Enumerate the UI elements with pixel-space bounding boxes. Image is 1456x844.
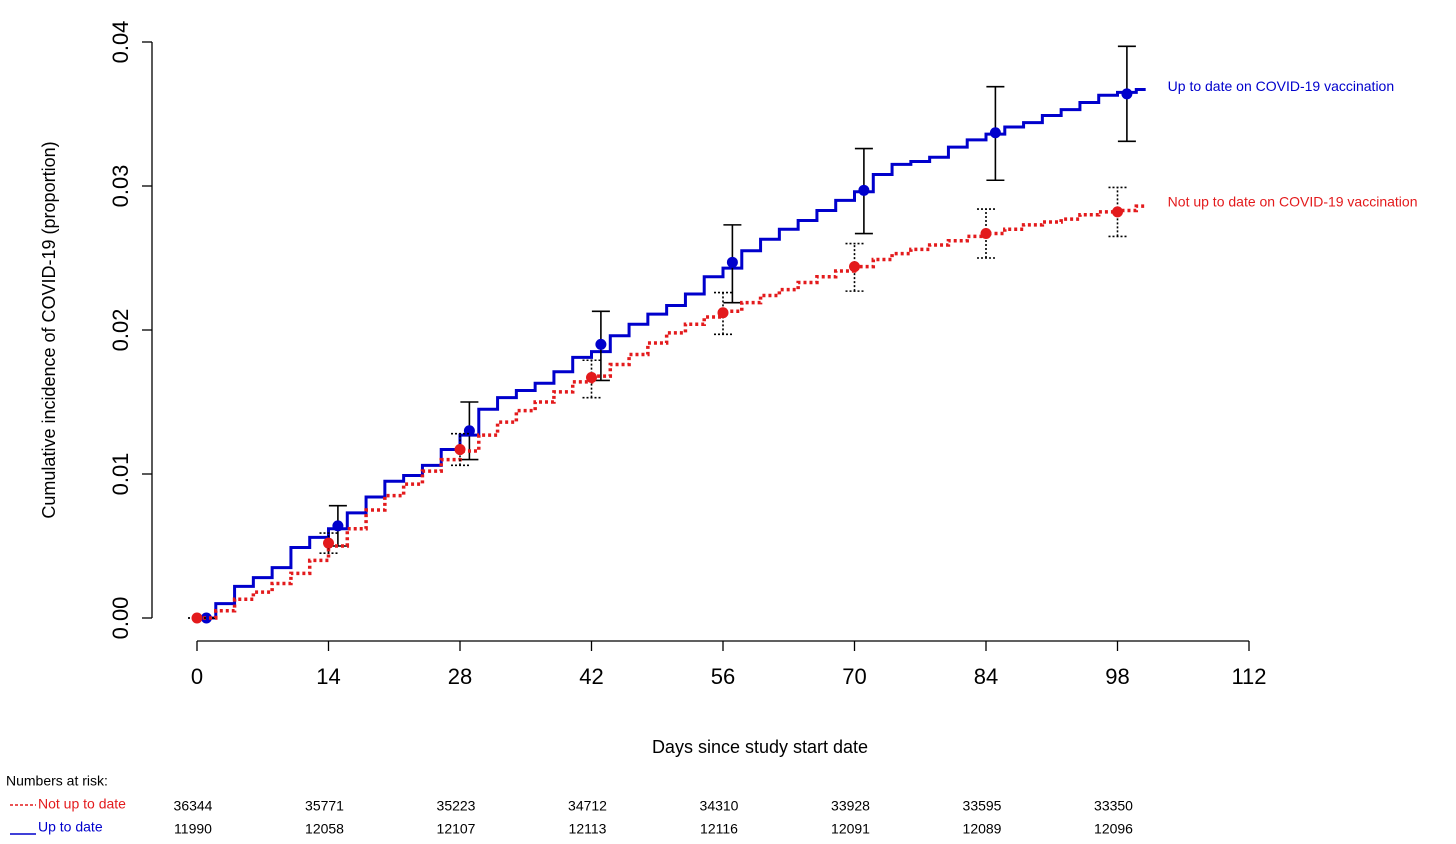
risk-value: 36344 — [174, 798, 213, 814]
risk-value: 12096 — [1094, 821, 1133, 837]
risk-value: 12113 — [569, 821, 607, 837]
risk-value: 12116 — [700, 821, 738, 837]
risk-row-label: Not up to date — [38, 796, 126, 812]
y-tick-label: 0.01 — [108, 453, 133, 496]
risk-value: 33595 — [963, 798, 1002, 814]
x-tick-label: 98 — [1105, 664, 1129, 689]
x-tick-label: 84 — [974, 664, 998, 689]
x-tick-label: 56 — [711, 664, 735, 689]
point — [454, 444, 466, 456]
point — [717, 307, 729, 319]
risk-value: 12107 — [437, 821, 476, 837]
risk-title: Numbers at risk: — [6, 773, 108, 789]
point — [980, 228, 992, 240]
risk-value: 34310 — [700, 798, 739, 814]
x-tick-label: 112 — [1231, 664, 1266, 689]
x-tick-label: 14 — [316, 664, 340, 689]
point — [323, 537, 334, 549]
y-tick-label: 0.00 — [108, 597, 133, 640]
risk-value: 12058 — [305, 821, 344, 837]
point — [1112, 206, 1123, 218]
risk-value: 12091 — [831, 821, 870, 837]
series-label: Not up to date on COVID-19 vaccination — [1168, 193, 1418, 209]
risk-value: 33928 — [831, 798, 870, 814]
y-axis-title: Cumulative incidence of COVID-19 (propor… — [39, 141, 59, 518]
curve — [197, 88, 1146, 620]
y-tick-label: 0.03 — [108, 165, 133, 208]
x-axis-title: Days since study start date — [652, 737, 868, 757]
x-tick-label: 70 — [842, 664, 866, 689]
point — [1121, 88, 1133, 100]
y-tick-label: 0.02 — [108, 309, 133, 352]
x-tick-label: 42 — [579, 664, 603, 689]
risk-value: 33350 — [1094, 798, 1133, 814]
point — [849, 261, 860, 273]
point — [858, 184, 870, 196]
y-tick-label: 0.04 — [108, 21, 133, 64]
point — [726, 256, 738, 268]
risk-value: 34712 — [568, 798, 607, 814]
x-tick-label: 28 — [448, 664, 472, 689]
curve — [197, 204, 1148, 620]
risk-value: 35223 — [437, 798, 476, 814]
point — [200, 612, 212, 624]
x-tick-label: 0 — [191, 664, 203, 689]
risk-value: 35771 — [305, 798, 344, 814]
risk-row-label: Up to date — [38, 819, 103, 835]
point — [191, 612, 203, 624]
point — [463, 425, 475, 437]
point — [989, 127, 1001, 139]
point — [595, 338, 607, 350]
risk-value: 12089 — [963, 821, 1002, 837]
point — [332, 520, 344, 532]
point — [586, 372, 597, 384]
series-label: Up to date on COVID-19 vaccination — [1168, 78, 1394, 94]
risk-value: 11990 — [174, 821, 212, 837]
